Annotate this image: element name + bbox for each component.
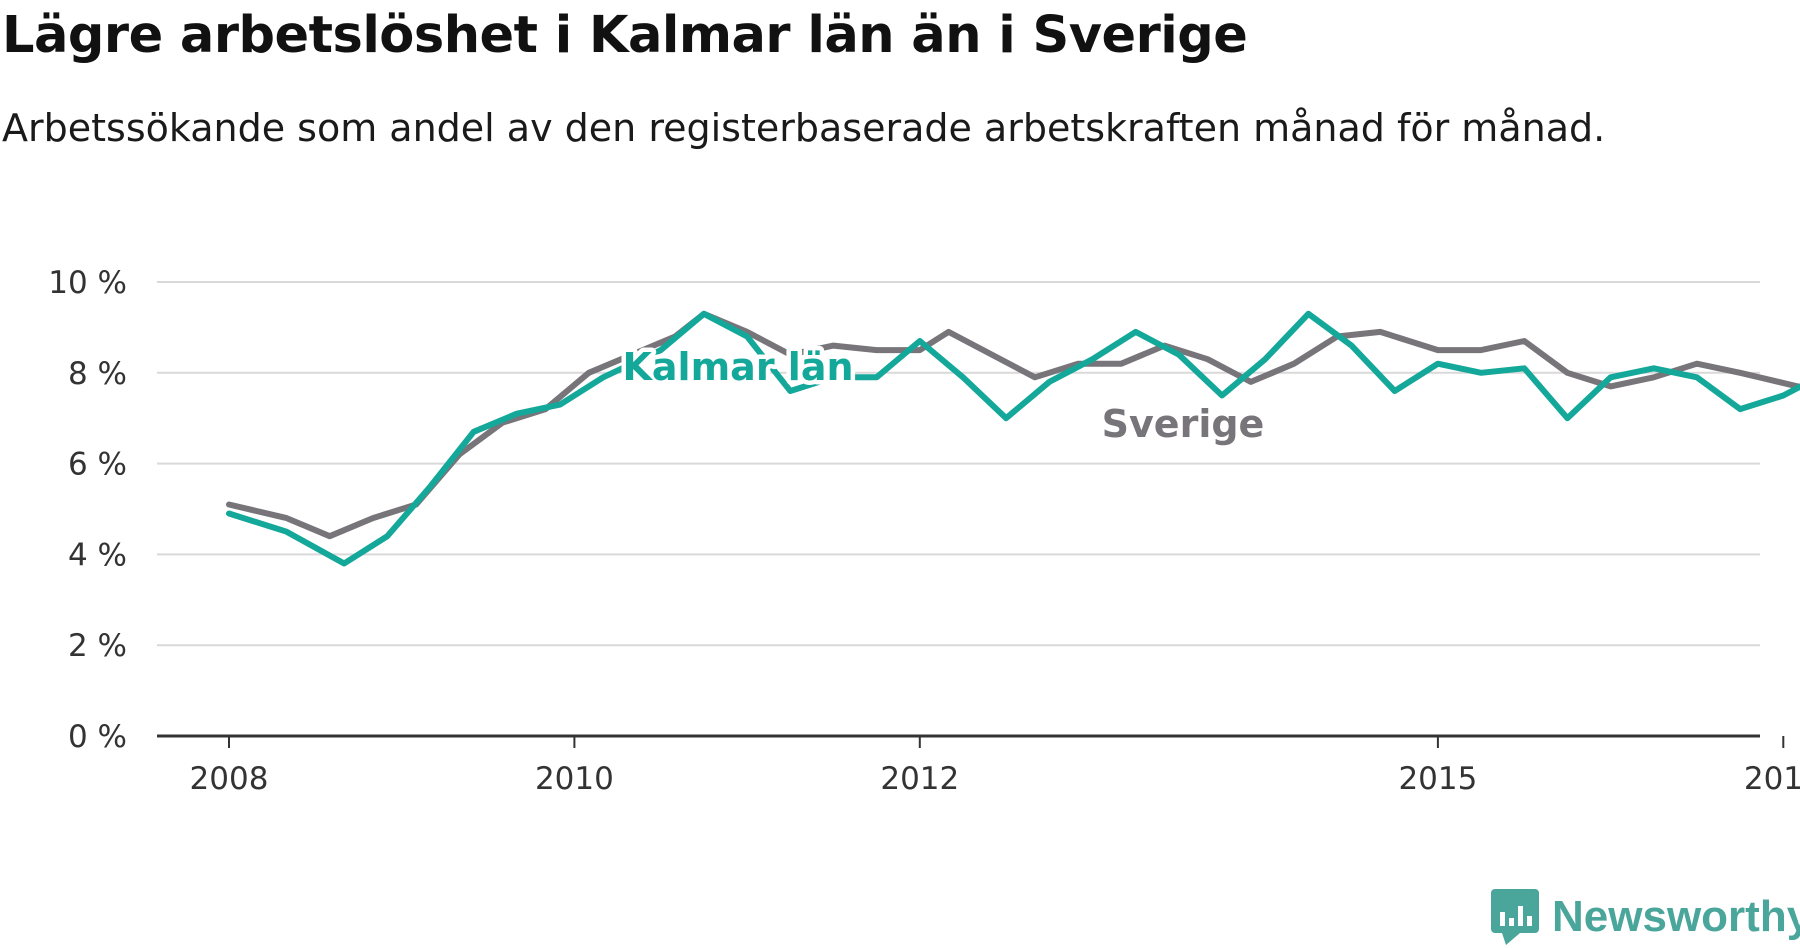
brand: Newsworthy bbox=[1490, 888, 1800, 946]
series-label-kalmar-lan-halo: Kalmar län bbox=[622, 345, 853, 389]
y-tick-label: 10 % bbox=[48, 265, 127, 301]
series-line-kalmar-lan bbox=[226, 310, 1800, 567]
y-tick-label: 4 % bbox=[68, 537, 127, 573]
chart-title: Lägre arbetslöshet i Kalmar län än i Sve… bbox=[2, 6, 1248, 65]
chart-subtitle: Arbetssökande som andel av den registerb… bbox=[2, 106, 1606, 150]
series-label-sverige: Sverige bbox=[1102, 402, 1265, 446]
series-line-sverige bbox=[226, 310, 1800, 540]
x-tick-label: 2008 bbox=[190, 761, 269, 797]
series-label-kalmar-lan: Kalmar län bbox=[622, 345, 853, 389]
x-tick-label: 2010 bbox=[535, 761, 614, 797]
x-tick-label: 2017 bbox=[1744, 761, 1800, 797]
series-label-sverige-halo: Sverige bbox=[1102, 402, 1265, 446]
x-tick-label: 2015 bbox=[1398, 761, 1477, 797]
newsworthy-logo-icon bbox=[1491, 889, 1539, 945]
y-tick-label: 6 % bbox=[68, 447, 127, 483]
x-tick-label: 2012 bbox=[880, 761, 959, 797]
y-tick-label: 2 % bbox=[68, 628, 127, 664]
y-tick-label: 0 % bbox=[68, 719, 127, 755]
y-tick-label: 8 % bbox=[68, 356, 127, 392]
brand-name: Newsworthy bbox=[1552, 892, 1800, 941]
